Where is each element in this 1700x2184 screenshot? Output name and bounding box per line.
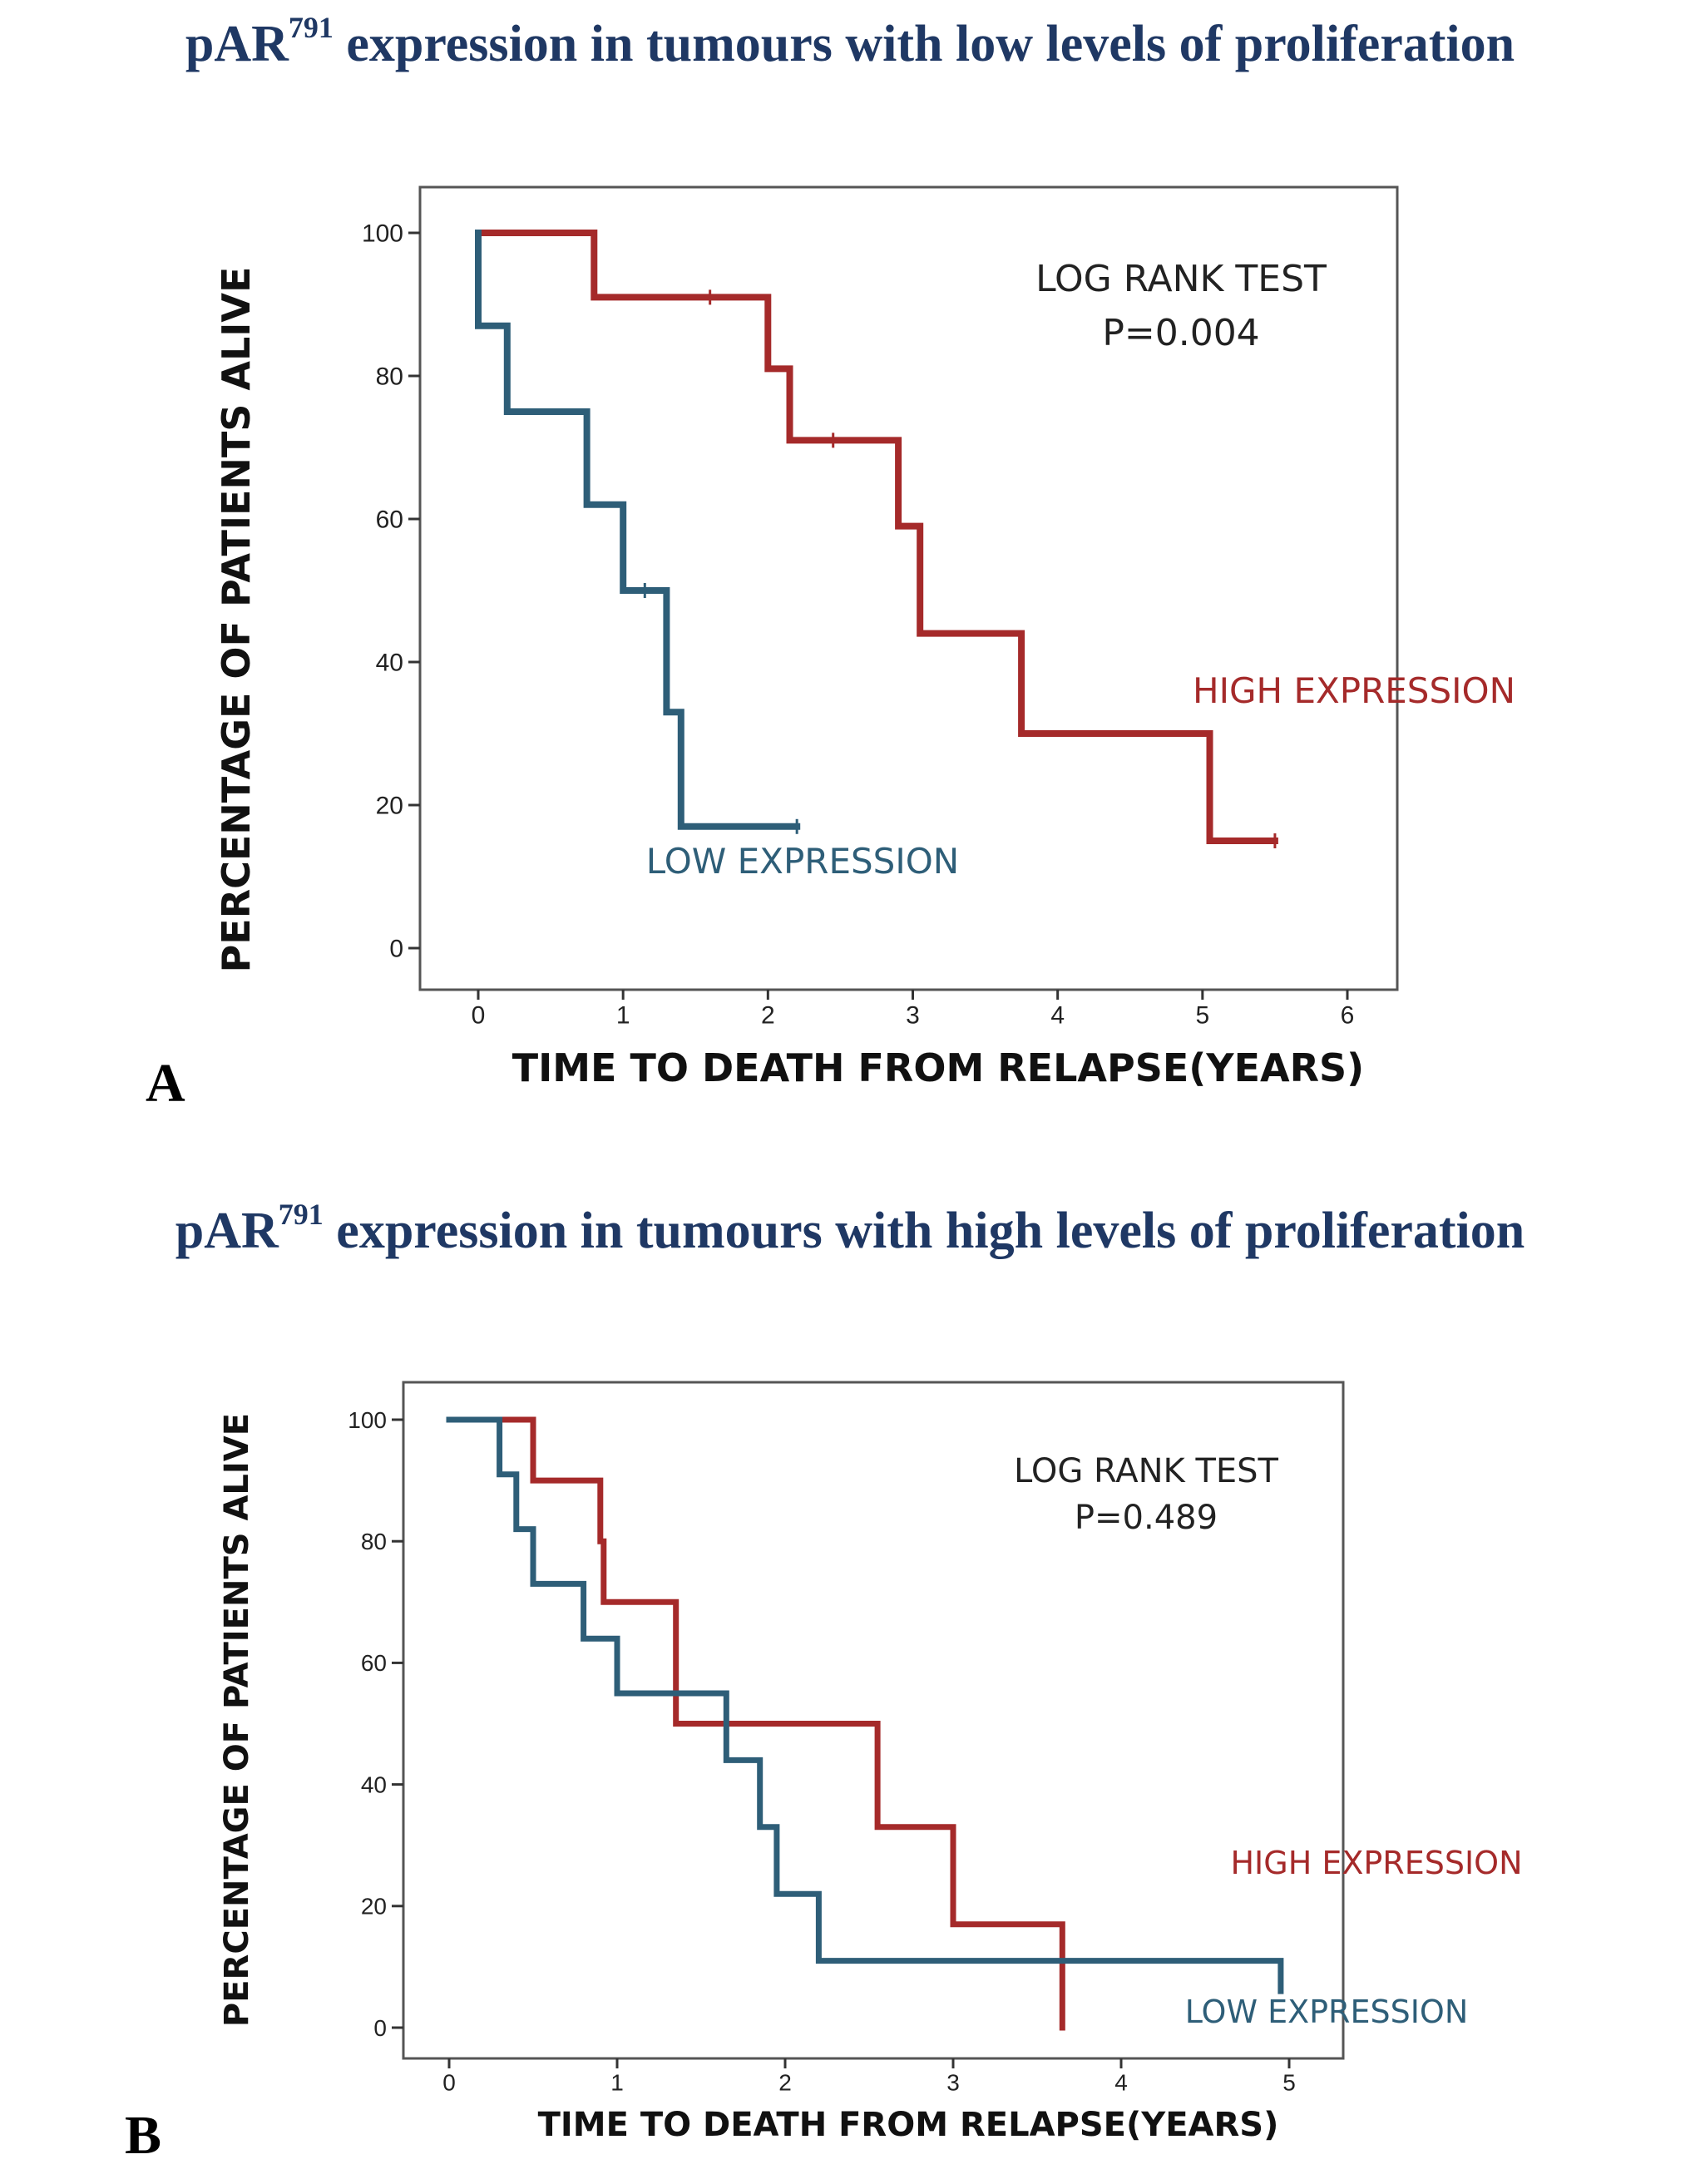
chart-b-x-tick-label: 4	[1114, 2070, 1128, 2096]
chart-a-x-tick-label: 2	[761, 1002, 775, 1030]
chart-a-y-tick-label: 0	[389, 936, 403, 963]
chart-b-plot-frame	[402, 1381, 1345, 2060]
chart-b-x-axis-title: TIME TO DEATH FROM RELAPSE(YEARS)	[538, 2106, 1279, 2144]
chart-a-y-axis-title: PERCENTAGE OF PATIENTS ALIVE	[214, 267, 259, 973]
chart-a-x-tick-label: 6	[1341, 1002, 1355, 1030]
chart-a-y-tick-label: 40	[376, 650, 403, 677]
chart-b-log-rank-label: LOG RANK TEST	[1014, 1452, 1279, 1490]
chart-b-x-tick-label: 1	[610, 2070, 624, 2096]
chart-a-high-expression-curve	[475, 230, 1278, 844]
chart-b-y-axis-title: PERCENTAGE OF PATIENTS ALIVE	[218, 1413, 256, 2027]
panel-b-title-rest: expression in tumours with high levels o…	[323, 1203, 1525, 1259]
chart-b-y-tick-label: 20	[361, 1894, 387, 1920]
panel-b-title: pAR791 expression in tumours with high l…	[0, 1198, 1700, 1261]
chart-b-low-expression-label: LOW EXPRESSION	[1185, 1994, 1469, 2030]
panel-a-title-sup: 791	[288, 11, 334, 45]
chart-b-x-tick-label: 2	[778, 2070, 792, 2096]
chart-b-y-tick-label: 80	[361, 1529, 387, 1554]
chart-a-low-expression-label: LOW EXPRESSION	[646, 841, 959, 882]
chart-b-p-value-label: P=0.489	[1075, 1499, 1218, 1537]
chart-a-high-expression-label: HIGH EXPRESSION	[1193, 670, 1515, 711]
chart-a-y-tick-label: 80	[376, 363, 403, 391]
chart-a-low-expression-curve	[475, 230, 801, 830]
chart-a-x-tick-label: 5	[1195, 1002, 1209, 1030]
chart-b-y-tick-label: 40	[361, 1771, 387, 1797]
panel-a-letter: A	[146, 1053, 185, 1114]
chart-a-y-tick-label: 20	[376, 793, 403, 820]
chart-a-x-tick-label: 1	[616, 1002, 630, 1030]
chart-a-x-tick-label: 0	[472, 1002, 486, 1030]
chart-a-y-tick-label: 100	[362, 220, 403, 248]
chart-a-plot-frame	[418, 185, 1399, 991]
chart-a-y-tick-label: 60	[376, 506, 403, 534]
chart-b-x-tick-label: 0	[442, 2070, 456, 2096]
panel-a-title: pAR791 expression in tumours with low le…	[0, 11, 1700, 74]
chart-a-x-tick-label: 4	[1050, 1002, 1065, 1030]
chart-b-x-tick-label: 3	[946, 2070, 960, 2096]
panel-b-letter: B	[125, 2105, 162, 2166]
chart-b-y-tick-label: 100	[348, 1407, 387, 1433]
chart-b-y-tick-label: 0	[373, 2015, 387, 2041]
chart-b-y-tick-label: 60	[361, 1650, 387, 1676]
chart-b-high-expression-curve	[446, 1416, 1065, 2031]
chart-b-high-expression-label: HIGH EXPRESSION	[1230, 1845, 1522, 1881]
chart-a-x-axis-title: TIME TO DEATH FROM RELAPSE(YEARS)	[512, 1045, 1364, 1090]
panel-b-title-main: pAR	[175, 1203, 279, 1259]
chart-a-log-rank-label: LOG RANK TEST	[1035, 258, 1327, 300]
panel-a-title-rest: expression in tumours with low levels of…	[333, 16, 1515, 72]
chart-a-x-tick-label: 3	[906, 1002, 920, 1030]
chart-b-x-tick-label: 5	[1282, 2070, 1296, 2096]
panel-a-title-main: pAR	[185, 16, 289, 72]
panel-b-title-sup: 791	[278, 1198, 324, 1232]
chart-a-p-value-label: P=0.004	[1102, 312, 1259, 354]
chart-b-low-expression-curve	[446, 1416, 1284, 1994]
